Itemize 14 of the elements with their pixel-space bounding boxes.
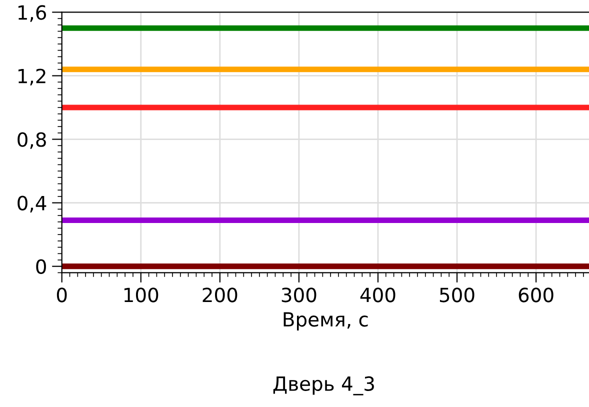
text: Дверь 4_3 (273, 376, 374, 396)
y-tick-label: 0,8 (18, 132, 46, 149)
y-tick-label: 0,4 (18, 196, 46, 212)
x-tick-label: 100 (124, 288, 158, 302)
x-tick-label: 200 (202, 288, 238, 302)
y-tick-label: 1,2 (18, 68, 46, 86)
y-tick-label: 0 (36, 259, 46, 274)
x-tick-label: 400 (360, 288, 396, 302)
x-tick-label: 0 (56, 288, 67, 302)
x-tick-label: 300 (282, 288, 316, 302)
x-axis-title: Время, с (284, 312, 368, 330)
x-tick-label: 600 (518, 288, 554, 302)
y-tick-label: 1,6 (18, 5, 46, 22)
x-tick-label: 500 (440, 288, 474, 302)
